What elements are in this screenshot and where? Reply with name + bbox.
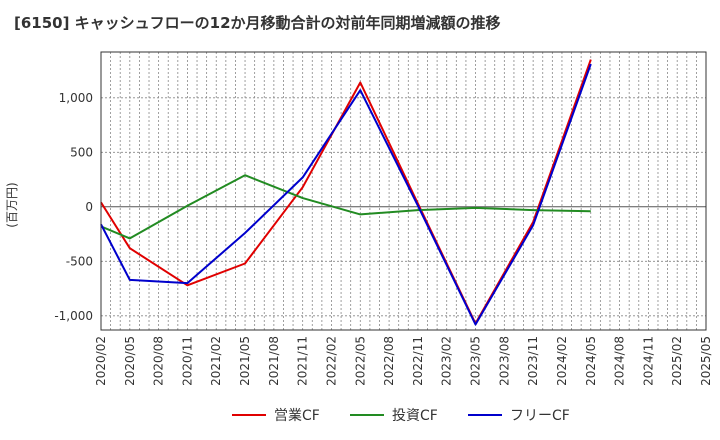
x-tick-label: 2022/05	[353, 336, 367, 386]
x-tick-label: 2021/08	[267, 336, 281, 386]
x-tick-label: 2023/02	[440, 336, 454, 386]
y-tick-label: -500	[66, 254, 93, 268]
x-tick-label: 2022/02	[324, 336, 338, 386]
x-tick-label: 2020/02	[94, 336, 108, 386]
series-line	[100, 174, 591, 240]
y-axis-label: (百万円)	[5, 182, 19, 227]
x-tick-label: 2022/11	[411, 336, 425, 386]
series-lines	[100, 59, 592, 326]
y-tick-label: 0	[85, 200, 93, 214]
y-tick-label: 500	[70, 145, 93, 159]
x-tick-label: 2025/02	[670, 336, 684, 386]
x-tick-label: 2024/05	[584, 336, 598, 386]
y-tick-label: -1,000	[54, 309, 93, 323]
plot-frame	[100, 51, 707, 331]
x-tick-labels: 2020/02 2020/05 2020/08 2020/11 2021/02 2021/…	[94, 336, 713, 386]
legend-label: 投資CF	[392, 408, 438, 424]
x-tick-label: 2024/02	[555, 336, 569, 386]
x-tick-label: 2025/05	[699, 336, 713, 386]
x-tick-label: 2020/05	[123, 336, 137, 386]
x-tick-label: 2021/02	[209, 336, 223, 386]
series-line	[100, 59, 592, 325]
chart-title: [6150] キャッシュフローの12か月移動合計の対前年同期増減額の推移	[14, 14, 501, 32]
legend: 営業CF 投資CF フリーCF	[232, 408, 570, 424]
x-tick-label: 2020/11	[180, 336, 194, 386]
x-tick-label: 2020/08	[152, 336, 166, 386]
x-tick-label: 2023/05	[469, 336, 483, 386]
y-tick-labels: 1,000 500 0 -500 -1,000	[54, 91, 93, 323]
x-tick-label: 2021/05	[238, 336, 252, 386]
x-tick-label: 2021/11	[296, 336, 310, 386]
series-line	[100, 63, 592, 326]
x-tick-label: 2022/08	[382, 336, 396, 386]
x-tick-label: 2023/11	[526, 336, 540, 386]
legend-label: 営業CF	[274, 408, 320, 424]
y-tick-label: 1,000	[59, 91, 93, 105]
x-tick-label: 2023/08	[497, 336, 511, 386]
legend-label: フリーCF	[510, 408, 570, 424]
x-tick-label: 2024/08	[613, 336, 627, 386]
grid-lines	[101, 52, 706, 330]
x-tick-label: 2024/11	[641, 336, 655, 386]
